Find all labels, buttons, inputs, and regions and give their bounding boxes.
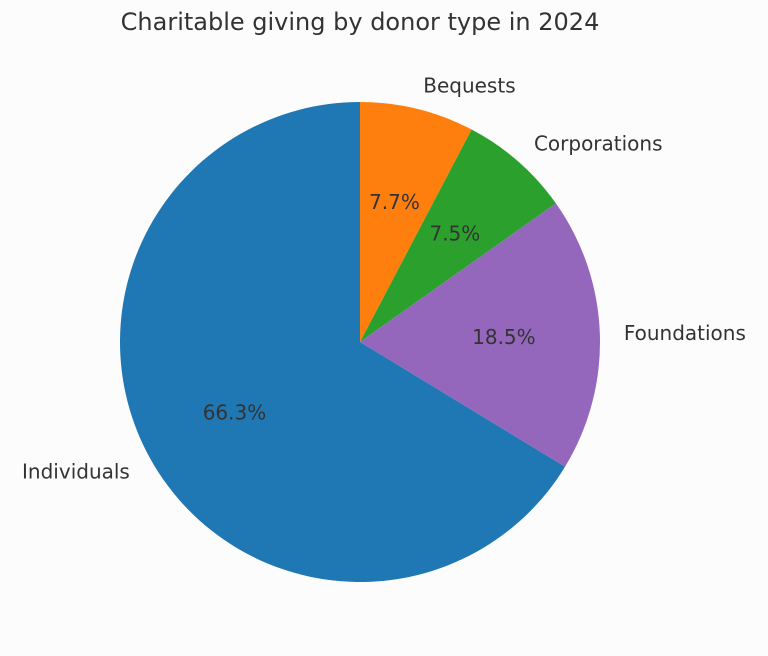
pie-slice-bequests [360,102,472,342]
slice-category-label: Foundations [624,321,746,345]
slice-percent-label: 18.5% [472,325,536,349]
slice-category-label: Individuals [22,459,130,483]
pie-slice-foundations [360,203,601,467]
slice-percent-label: 66.3% [203,401,267,425]
chart-title: Charitable giving by donor type in 2024 [120,8,600,36]
slice-percent-label: 7.5% [429,222,480,246]
slice-percent-label: 7.7% [369,190,420,214]
slice-category-label: Corporations [534,131,663,155]
pie-slice-corporations [360,129,556,342]
pie-slice-individuals [120,102,566,582]
slice-category-label: Bequests [423,74,515,98]
